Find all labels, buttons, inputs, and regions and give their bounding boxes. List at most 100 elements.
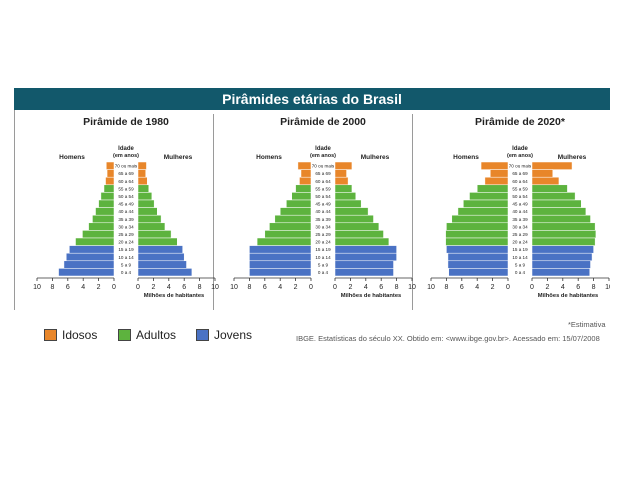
bar-male: [447, 260, 509, 269]
age-label: 45 a 49: [512, 202, 528, 207]
chart-title: Pirâmide de 2020*: [475, 116, 566, 128]
bar-male: [463, 199, 509, 208]
age-label: 15 a 19: [315, 247, 331, 252]
bar-male: [484, 176, 509, 186]
bar-female: [334, 245, 397, 254]
age-label: 35 a 39: [118, 217, 134, 222]
chart-title: Pirâmide de 2000: [280, 116, 366, 128]
age-unit-header: (em anos): [113, 153, 139, 159]
bar-male: [63, 260, 115, 269]
bar-male: [476, 184, 509, 193]
bar-male: [249, 252, 312, 262]
age-label: 60 a 64: [118, 179, 134, 184]
age-label: 0 a 4: [121, 270, 132, 275]
bar-male: [446, 222, 509, 231]
age-label: 20 a 24: [512, 240, 528, 245]
tick-label: 6: [460, 284, 464, 291]
bar-male: [106, 161, 115, 170]
age-header: Idade: [118, 146, 134, 152]
age-label: 65 a 69: [118, 171, 134, 176]
bar-male: [249, 260, 312, 269]
tick-label: 10: [230, 284, 238, 291]
bar-female: [531, 176, 560, 186]
bar-female: [531, 268, 590, 277]
tick-label: 6: [263, 284, 267, 291]
bar-male: [295, 184, 312, 193]
estimate-note: *Estimativa: [568, 320, 606, 329]
bar-female: [531, 230, 597, 239]
female-header: Mulheres: [361, 154, 390, 161]
bar-female: [137, 252, 185, 262]
bar-male: [448, 268, 509, 277]
bar-male: [249, 268, 312, 277]
male-header: Homens: [59, 154, 85, 161]
age-label: 10 a 14: [118, 255, 134, 260]
age-label: 50 a 54: [512, 194, 528, 199]
bar-female: [531, 237, 596, 246]
tick-label: 10: [408, 284, 416, 291]
bar-male: [286, 199, 312, 208]
legend-swatch-adultos: [118, 329, 131, 341]
bar-female: [531, 260, 591, 269]
bar-female: [531, 214, 591, 224]
male-header: Homens: [256, 154, 282, 161]
age-label: 25 a 29: [512, 232, 528, 237]
bar-female: [334, 176, 349, 186]
bar-male: [88, 222, 115, 231]
bar-female: [137, 207, 158, 216]
bar-male: [447, 252, 509, 262]
bar-female: [137, 230, 172, 239]
bar-female: [137, 192, 153, 201]
bar-male: [105, 176, 115, 186]
bar-male: [69, 245, 115, 254]
age-header: Idade: [315, 146, 331, 152]
bar-female: [334, 230, 384, 239]
bar-male: [256, 237, 312, 246]
tick-label: 10: [427, 284, 435, 291]
age-label: 5 a 9: [515, 262, 526, 267]
bar-female: [137, 184, 150, 193]
bar-male: [98, 199, 115, 208]
legend-label-idosos: Idosos: [62, 328, 98, 342]
tick-label: 4: [167, 284, 171, 291]
age-label: 45 a 49: [118, 202, 134, 207]
tick-label: 10: [33, 284, 41, 291]
age-label: 35 a 39: [512, 217, 528, 222]
bar-female: [531, 169, 554, 178]
tick-label: 4: [561, 284, 565, 291]
age-label: 50 a 54: [118, 194, 134, 199]
bar-female: [531, 252, 593, 262]
tick-label: 6: [576, 284, 580, 291]
age-unit-header: (em anos): [507, 153, 533, 159]
bar-female: [334, 260, 394, 269]
tick-label: 8: [395, 284, 399, 291]
bar-female: [334, 184, 353, 193]
tick-label: 8: [247, 284, 251, 291]
x-axis-label: Milhões de habitantes: [341, 293, 402, 299]
age-label: 30 a 34: [512, 224, 528, 229]
age-label: 10 a 14: [512, 255, 528, 260]
bar-female: [334, 207, 369, 216]
age-label: 65 a 69: [512, 171, 528, 176]
bar-male: [297, 161, 312, 170]
bar-female: [137, 214, 162, 224]
age-label: 60 a 64: [315, 179, 331, 184]
age-label: 25 a 29: [315, 232, 331, 237]
x-axis-label: Milhões de habitantes: [538, 293, 599, 299]
tick-label: 0: [136, 284, 140, 291]
tick-label: 8: [592, 284, 596, 291]
bar-male: [446, 245, 509, 254]
age-label: 70 ou mais: [509, 164, 532, 169]
age-label: 40 a 44: [512, 209, 528, 214]
bar-female: [334, 214, 374, 224]
bar-female: [531, 192, 576, 201]
age-label: 0 a 4: [515, 270, 526, 275]
age-label: 15 a 19: [118, 247, 134, 252]
tick-label: 4: [364, 284, 368, 291]
bar-female: [334, 192, 357, 201]
bar-female: [334, 169, 347, 178]
age-label: 35 a 39: [315, 217, 331, 222]
bar-male: [274, 214, 312, 224]
bar-male: [490, 169, 509, 178]
bar-female: [531, 222, 596, 231]
